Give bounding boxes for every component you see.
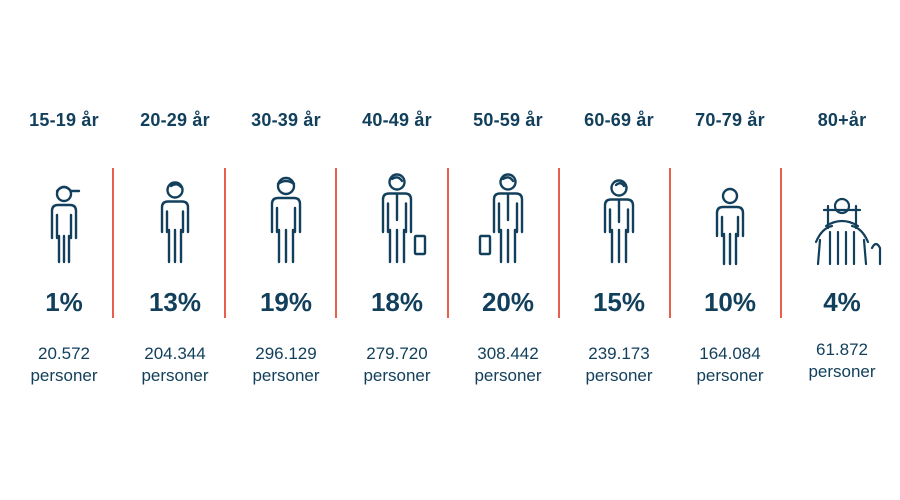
column-divider [224,168,226,318]
teen-cap-icon [50,185,81,264]
age-group-column: 50-59 år 20% 308.442 personer [452,0,564,500]
age-group-label: 50-59 år [473,110,543,130]
senior-icon [579,170,659,270]
age-group-label: 20-29 år [140,110,210,130]
walker-icon [802,170,882,270]
person-count-unit: personer [696,366,764,385]
percentage-value: 13% [148,287,202,317]
age-group-label: 70-79 år [695,110,765,130]
adult-briefcase-icon [468,170,548,270]
age-group-label: 30-39 år [251,110,321,130]
teen-cap-icon [24,170,104,270]
percentage-value: 1% [45,287,83,317]
percentage-value: 4% [823,287,861,317]
walker-icon [814,197,882,266]
age-group-column: 60-69 år 15% 239.173 personer [563,0,675,500]
person-count-value: 164.084 [699,344,761,363]
senior-icon [603,179,635,264]
column-divider [112,168,114,318]
age-group-column: 20-29 år 13% 204.344 personer [119,0,231,500]
column-divider [447,168,449,318]
person-count-value: 308.442 [477,344,539,363]
age-group-column: 40-49 år 18% 279.720 personer [341,0,453,500]
adult-briefcase-icon [357,170,437,270]
person-count: 20.572 personer [8,343,120,387]
person-count: 239.173 personer [563,343,675,387]
percentage-value: 18% [370,287,424,317]
age-group-column: 70-79 år 10% 164.084 personer [674,0,786,500]
adult-briefcase-icon [478,173,524,264]
age-group-label: 40-49 år [362,110,432,130]
person-count: 61.872 personer [786,339,898,383]
adult-cap-icon [270,176,302,264]
percentage-value: 15% [592,287,646,317]
young-adult-icon [135,170,215,270]
percentage-value: 10% [703,287,757,317]
column-divider [669,168,671,318]
person-count-unit: personer [474,366,542,385]
person-count: 296.129 personer [230,343,342,387]
person-count-unit: personer [30,366,98,385]
person-count-unit: personer [363,366,431,385]
adult-briefcase-icon [381,173,427,264]
person-count-value: 20.572 [38,344,90,363]
person-count-unit: personer [141,366,209,385]
elderly-icon [715,187,745,266]
person-count-unit: personer [252,366,320,385]
age-group-label: 15-19 år [29,110,99,130]
age-group-column: 80+år 4% 61.872 personer [786,0,898,500]
age-group-label: 60-69 år [584,110,654,130]
elderly-icon [690,170,770,270]
person-count: 279.720 personer [341,343,453,387]
young-adult-icon [160,181,190,264]
age-group-label: 80+år [817,110,867,130]
person-count-value: 279.720 [366,344,428,363]
column-divider [335,168,337,318]
person-count: 164.084 personer [674,343,786,387]
percentage-value: 19% [259,287,313,317]
person-count-value: 239.173 [588,344,650,363]
adult-cap-icon [246,170,326,270]
person-count: 308.442 personer [452,343,564,387]
person-count-value: 204.344 [144,344,206,363]
age-group-column: 30-39 år 19% 296.129 personer [230,0,342,500]
person-count-unit: personer [808,362,876,381]
age-group-column: 15-19 år 1% 20.572 personer [8,0,120,500]
column-divider [558,168,560,318]
person-count-value: 61.872 [816,340,868,359]
percentage-value: 20% [481,287,535,317]
person-count-unit: personer [585,366,653,385]
column-divider [780,168,782,318]
person-count: 204.344 personer [119,343,231,387]
person-count-value: 296.129 [255,344,317,363]
